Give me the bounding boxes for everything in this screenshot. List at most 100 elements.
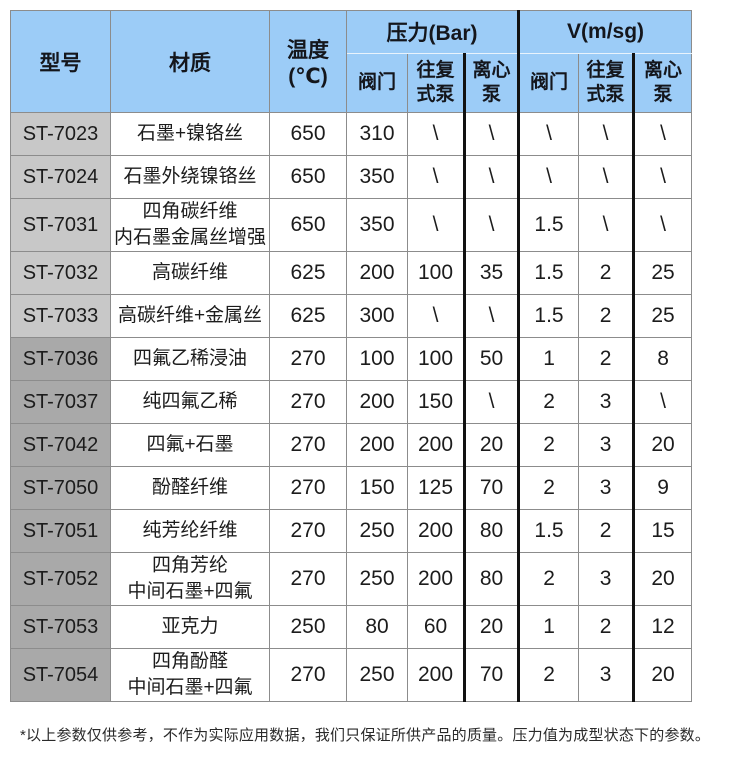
footnote-text: *以上参数仅供参考，不作为实际应用数据，我们只保证所供产品的质量。压力值为成型状… [20, 727, 711, 744]
temperature-cell: 250 [269, 605, 347, 649]
table-row: ST-7042 四氟+石墨 270 200 200 20 2 3 20 [10, 423, 693, 467]
model-cell: ST-7031 [10, 198, 111, 252]
velocity-centrifugal-pump-cell: 9 [632, 466, 693, 510]
table-header: 型号 材质 温度(℃) 压力(Bar) V(m/sg) 阀门 往复式泵 离心泵 … [10, 10, 693, 113]
pressure-valve-cell: 310 [346, 112, 408, 156]
material-line: 四角芳纶 [151, 555, 228, 576]
pressure-reciprocating-pump-cell: \ [407, 155, 465, 199]
pressure-centrifugal-pump-cell: \ [462, 380, 520, 424]
pressure-valve-cell: 200 [346, 251, 408, 295]
pressure-centrifugal-pump-cell: 80 [462, 552, 520, 606]
material-cell: 亚克力 [110, 605, 270, 649]
pressure-valve-cell: 100 [346, 337, 408, 381]
pressure-centrifugal-pump-cell: 35 [462, 251, 520, 295]
table-row: ST-7031 四角碳纤维 内石墨金属丝增强 650 350 \ \ 1.5 \ \ [10, 198, 693, 252]
model-cell: ST-7052 [10, 552, 111, 606]
material-cell: 纯四氟乙稀 [110, 380, 270, 424]
material-cell: 四角芳纶中间石墨+四氟 [110, 552, 270, 606]
velocity-reciprocating-pump-cell: 3 [578, 552, 635, 606]
header-cell-pressure-centrifugal-pump: 离心泵 [462, 53, 520, 113]
pressure-valve-cell: 150 [346, 466, 408, 510]
velocity-valve-cell: \ [517, 155, 580, 199]
material-line: 高碳纤维+金属丝 [117, 305, 263, 326]
material-line: 四氟乙稀浸油 [132, 348, 247, 369]
velocity-centrifugal-pump-cell: 25 [632, 294, 693, 338]
header-group-velocity: V(m/sg) [517, 10, 693, 54]
table-row: ST-7024 石墨外绕镍铬丝 650 350 \ \ \ \ \ [10, 155, 693, 199]
pressure-centrifugal-pump-cell: \ [462, 294, 520, 338]
material-line: 石墨+镍铬丝 [136, 123, 244, 144]
material-line: 纯四氟乙稀 [142, 391, 238, 412]
material-cell: 石墨+镍铬丝 [110, 112, 270, 156]
pressure-centrifugal-pump-cell: 20 [462, 605, 520, 649]
pressure-reciprocating-pump-cell: 200 [407, 423, 465, 467]
temperature-cell: 650 [269, 112, 347, 156]
velocity-centrifugal-pump-cell: \ [632, 112, 693, 156]
pressure-reciprocating-pump-cell: 100 [407, 337, 465, 381]
pressure-valve-cell: 250 [346, 648, 408, 702]
temperature-cell: 270 [269, 337, 347, 381]
material-cell: 四角酚醛 中间石墨+四氟 [110, 648, 270, 702]
velocity-valve-cell: 2 [517, 423, 580, 467]
pressure-valve-cell: 350 [346, 198, 408, 252]
material-line: 内石墨金属丝增强 [113, 227, 266, 248]
material-line: 纯芳纶纤维 [142, 520, 238, 541]
table-row: ST-7033 高碳纤维+金属丝 625 300 \ \ 1.5 2 25 [10, 294, 693, 338]
model-cell: ST-7051 [10, 509, 111, 553]
table-row: ST-7023 石墨+镍铬丝 650 310 \ \ \ \ \ [10, 112, 693, 156]
temperature-cell: 270 [269, 509, 347, 553]
pressure-reciprocating-pump-cell: 200 [407, 648, 465, 702]
model-cell: ST-7053 [10, 605, 111, 649]
spec-table: 型号 材质 温度(℃) 压力(Bar) V(m/sg) 阀门 往复式泵 离心泵 … [10, 10, 693, 702]
velocity-valve-cell: 2 [517, 380, 580, 424]
table-row: ST-7052 四角芳纶 中间石墨+四氟 270 250 200 80 2 3 20 [10, 552, 693, 606]
temperature-cell: 650 [269, 155, 347, 199]
velocity-reciprocating-pump-cell: 2 [578, 509, 635, 553]
velocity-valve-cell: 1.5 [517, 509, 580, 553]
table-row: ST-7053 亚克力 250 80 60 20 1 2 12 [10, 605, 693, 649]
pressure-centrifugal-pump-cell: 80 [462, 509, 520, 553]
velocity-centrifugal-pump-cell: 25 [632, 251, 693, 295]
model-cell: ST-7050 [10, 466, 111, 510]
velocity-reciprocating-pump-cell: 2 [578, 294, 635, 338]
table-row: ST-7036 四氟乙稀浸油 270 100 100 50 1 2 8 [10, 337, 693, 381]
pressure-centrifugal-pump-cell: 50 [462, 337, 520, 381]
temperature-cell: 270 [269, 380, 347, 424]
velocity-reciprocating-pump-cell: \ [578, 112, 635, 156]
material-line: 高碳纤维 [151, 262, 228, 283]
temperature-cell: 625 [269, 294, 347, 338]
velocity-reciprocating-pump-cell: 2 [578, 337, 635, 381]
header-sub-row: 阀门 往复式泵 离心泵 阀门 往复式泵 离心泵 [11, 53, 693, 113]
header-cell-velocity-centrifugal-pump: 离心泵 [632, 53, 693, 113]
velocity-centrifugal-pump-cell: \ [632, 155, 693, 199]
temperature-cell: 625 [269, 251, 347, 295]
pressure-centrifugal-pump-cell: \ [462, 155, 520, 199]
header-cell-material: 材质 [110, 10, 270, 113]
header-cell-model: 型号 [10, 10, 111, 113]
temperature-cell: 270 [269, 466, 347, 510]
pressure-reciprocating-pump-cell: \ [407, 198, 465, 252]
velocity-centrifugal-pump-cell: 20 [632, 423, 693, 467]
material-cell: 高碳纤维 [110, 251, 270, 295]
velocity-valve-cell: 1 [517, 605, 580, 649]
pressure-reciprocating-pump-cell: \ [407, 294, 465, 338]
velocity-valve-cell: 2 [517, 466, 580, 510]
pressure-valve-cell: 250 [346, 509, 408, 553]
model-cell: ST-7037 [10, 380, 111, 424]
material-line: 四氟+石墨 [146, 434, 234, 455]
pressure-reciprocating-pump-cell: 200 [407, 552, 465, 606]
velocity-valve-cell: 2 [517, 552, 580, 606]
material-line: 中间石墨+四氟 [127, 581, 253, 602]
pressure-valve-cell: 200 [346, 380, 408, 424]
material-line: 酚醛纤维 [151, 477, 228, 498]
temperature-cell: 270 [269, 648, 347, 702]
model-cell: ST-7033 [10, 294, 111, 338]
pressure-centrifugal-pump-cell: 20 [462, 423, 520, 467]
material-cell: 纯芳纶纤维 [110, 509, 270, 553]
model-cell: ST-7023 [10, 112, 111, 156]
velocity-centrifugal-pump-cell: 15 [632, 509, 693, 553]
material-cell: 石墨外绕镍铬丝 [110, 155, 270, 199]
material-cell: 四角碳纤维 内石墨金属丝增强 [110, 198, 270, 252]
pressure-reciprocating-pump-cell: 60 [407, 605, 465, 649]
